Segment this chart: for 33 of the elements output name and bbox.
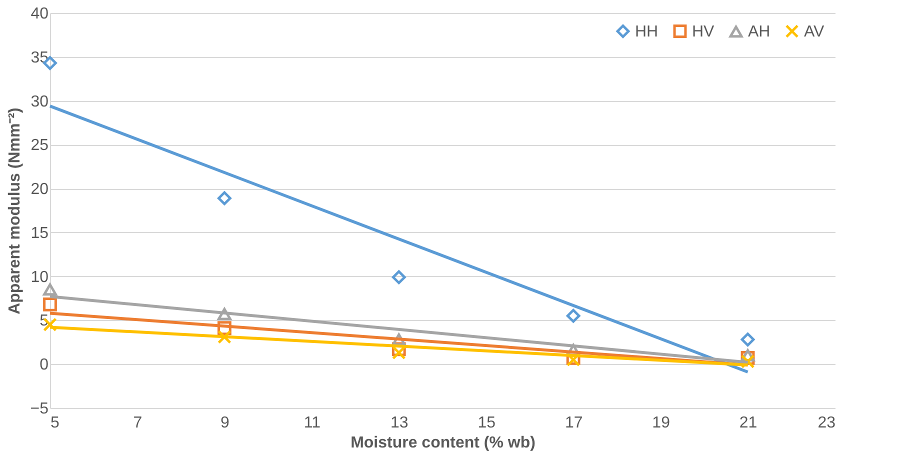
legend-label: AH <box>748 24 770 41</box>
x-tick-label: 19 <box>652 414 670 432</box>
x-tick-label: 5 <box>50 414 60 432</box>
legend-label: AV <box>804 23 824 40</box>
y-axis-title: Apparent modulus (Nmm⁻²) <box>6 108 24 314</box>
point <box>43 283 57 296</box>
y-tick-label: 15 <box>30 224 49 242</box>
point <box>566 308 580 323</box>
x-tick-label: 7 <box>133 414 142 432</box>
x-tick-label: 9 <box>220 414 230 432</box>
x-tick-label: 17 <box>564 414 583 432</box>
y-tick-label: 10 <box>30 268 49 286</box>
y-tick-label: 30 <box>30 93 49 110</box>
point <box>43 297 57 312</box>
y-tick-label: 0 <box>40 356 49 374</box>
x-tick-label: 23 <box>818 414 836 432</box>
y-tick-label: 20 <box>30 181 49 198</box>
legend-label: HH <box>635 23 658 40</box>
x-tick-label: 15 <box>478 414 496 432</box>
x-tick-label: 21 <box>739 414 758 432</box>
y-tick-label: −5 <box>30 400 49 418</box>
x-tick-label: 11 <box>304 414 321 432</box>
y-tick-label: 25 <box>30 137 49 154</box>
point <box>740 332 755 346</box>
y-tick-label: 40 <box>30 6 49 22</box>
x-axis-title: Moisture content (% wb) <box>350 434 536 452</box>
x-tick-label: 13 <box>390 414 408 432</box>
point <box>217 191 232 206</box>
legend-label: HV <box>692 23 715 40</box>
point <box>217 308 232 320</box>
point <box>217 330 232 344</box>
point <box>392 270 406 284</box>
point <box>392 346 406 360</box>
